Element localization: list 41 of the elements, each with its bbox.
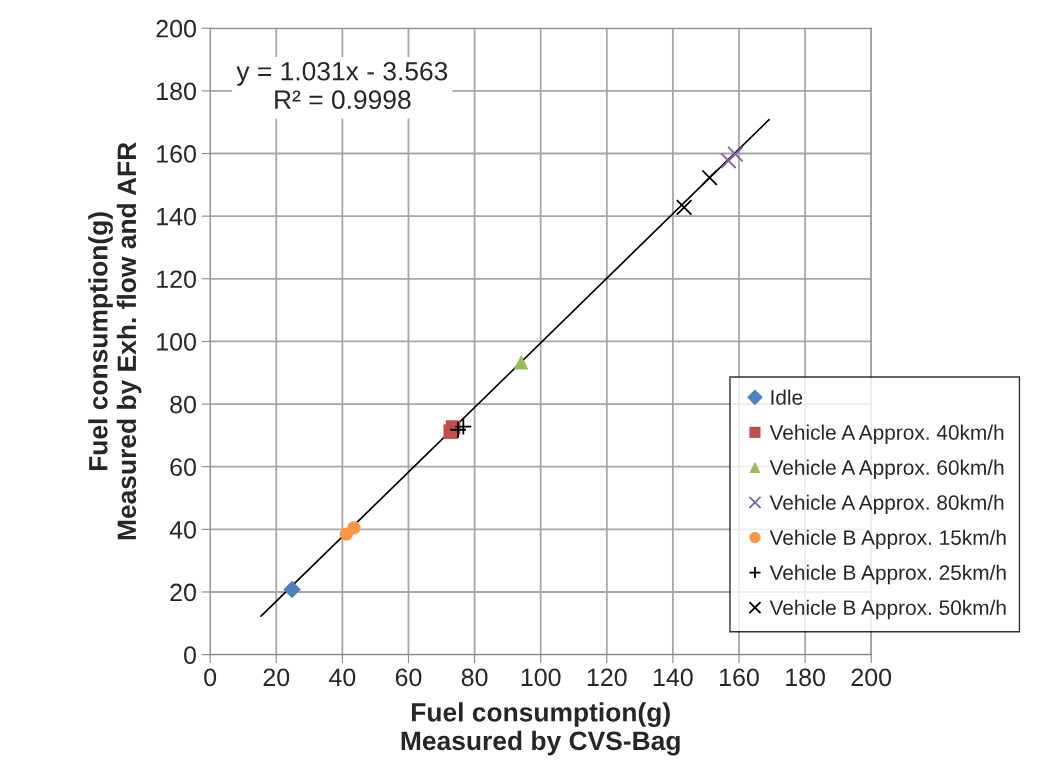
x-axis-title: Fuel consumption(g) Measured by CVS-Bag	[401, 702, 680, 756]
y-tick-label: 100	[157, 333, 196, 351]
y-tick-label: 20	[170, 583, 196, 602]
x-tick-label: 40	[329, 668, 356, 687]
y-tick-label: 60	[170, 458, 196, 477]
y-axis-title: Fuel consumption(g) Measured by Exh. flow and AFR	[88, 142, 142, 540]
x-tick-label: 180	[786, 668, 825, 687]
point	[701, 169, 718, 186]
legend-label: Vehicle B Approx. 50km/h	[769, 599, 1006, 620]
point	[513, 354, 529, 370]
point	[347, 521, 361, 535]
x-tick-label: 80	[461, 668, 488, 687]
y-tick-label: 200	[156, 19, 196, 38]
y-tick-label: 140	[157, 207, 196, 226]
point	[454, 417, 473, 436]
x-tick-label: 100	[521, 668, 561, 687]
legend-label: Vehicle B Approx. 25km/h	[769, 564, 1006, 585]
x-tick-label: 200	[851, 668, 892, 687]
legend-label: Vehicle A Approx. 80km/h	[769, 494, 1004, 515]
y-tick-label: 160	[157, 145, 196, 163]
point	[449, 420, 467, 439]
legend-label: Idle	[771, 389, 803, 405]
legend-label: Vehicle B Approx. 15km/h	[769, 529, 1006, 550]
point	[720, 152, 737, 169]
y-tick-label: 40	[169, 520, 196, 539]
y-tick-label: 80	[170, 395, 196, 414]
y-tick-label: 120	[157, 270, 196, 289]
y-tick-label: 180	[157, 82, 196, 101]
x-tick-label: 0	[204, 668, 217, 687]
y-tick-label: 0	[184, 646, 196, 664]
x-tick-label: 120	[587, 668, 627, 687]
x-tick-label: 20	[263, 668, 290, 687]
legend-label: Vehicle A Approx. 60km/h	[769, 459, 1004, 480]
point	[727, 145, 744, 163]
legend-label: Vehicle A Approx. 40km/h	[769, 424, 1004, 444]
x-tick-label: 60	[395, 668, 422, 687]
point	[283, 580, 301, 599]
annotation: y = 1.031x - 3.563 R² = 0.9998	[236, 61, 448, 110]
x-tick-label: 160	[720, 668, 759, 687]
point	[675, 199, 693, 216]
x-tick-label: 140	[653, 668, 693, 687]
